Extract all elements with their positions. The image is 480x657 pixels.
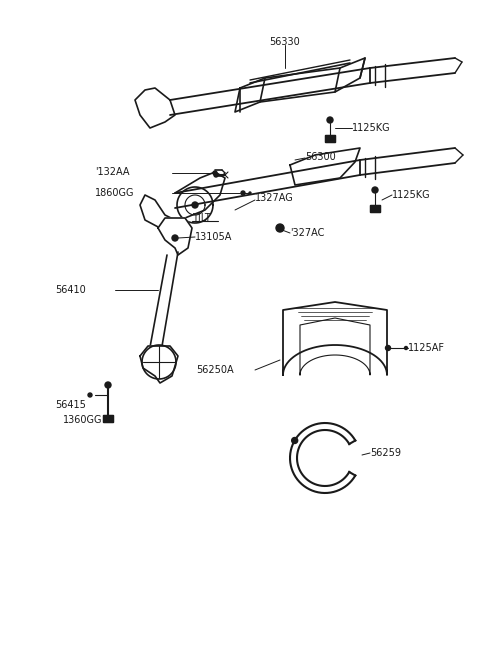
Polygon shape (325, 135, 335, 142)
Circle shape (372, 187, 378, 193)
Circle shape (327, 117, 333, 123)
Circle shape (292, 438, 298, 443)
Polygon shape (158, 218, 192, 255)
Text: 56250A: 56250A (196, 365, 234, 375)
Polygon shape (140, 346, 178, 383)
Polygon shape (370, 205, 380, 212)
Text: 56410: 56410 (55, 285, 86, 295)
Circle shape (214, 173, 218, 177)
Circle shape (241, 191, 245, 195)
Text: 56330: 56330 (270, 37, 300, 47)
Text: '132AA: '132AA (95, 167, 130, 177)
Text: 1860GG: 1860GG (95, 188, 134, 198)
Polygon shape (103, 415, 113, 422)
Text: 56415: 56415 (55, 400, 86, 410)
Text: 1125KG: 1125KG (392, 190, 431, 200)
Circle shape (88, 393, 92, 397)
Text: 1125KG: 1125KG (352, 123, 391, 133)
Text: 1125AF: 1125AF (408, 343, 445, 353)
Text: 1360GG: 1360GG (63, 415, 103, 425)
Circle shape (405, 346, 408, 350)
Text: '327AC: '327AC (290, 228, 324, 238)
Circle shape (172, 235, 178, 241)
Text: 13105A: 13105A (195, 232, 232, 242)
Text: 56300: 56300 (305, 152, 336, 162)
Circle shape (105, 382, 111, 388)
Circle shape (385, 346, 391, 350)
Circle shape (276, 224, 284, 232)
Circle shape (278, 226, 282, 230)
Text: 1327AG: 1327AG (255, 193, 294, 203)
Circle shape (192, 202, 198, 208)
Text: TILT: TILT (192, 213, 211, 223)
Circle shape (249, 192, 251, 194)
Circle shape (213, 171, 217, 175)
Text: 56259: 56259 (370, 448, 401, 458)
